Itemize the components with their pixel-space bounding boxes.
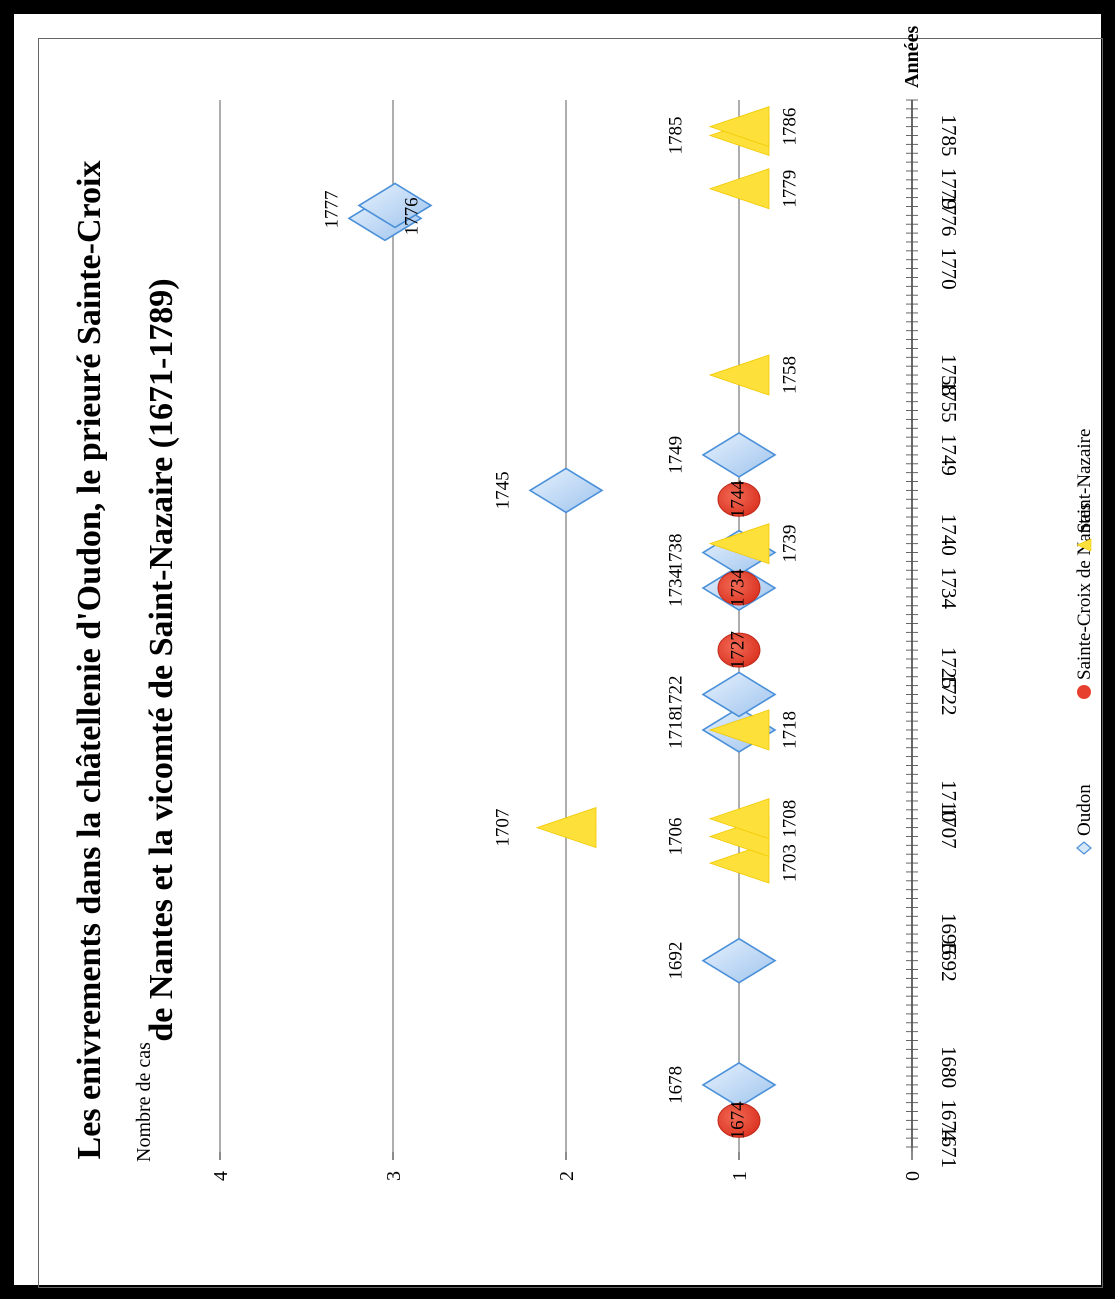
y-tick-label-1: 1 — [729, 1171, 751, 1181]
x-tick-label-1692: 1692 — [937, 940, 961, 982]
gridlines — [219, 100, 913, 1160]
data-label-1779: 1779 — [779, 170, 800, 208]
data-label-1706: 1706 — [665, 817, 686, 855]
x-tick-label-1710: 1710 — [937, 780, 961, 822]
data-label-1734: 1734 — [727, 569, 748, 608]
data-label-1739: 1739 — [779, 525, 800, 563]
data-label-1674: 1674 — [727, 1101, 748, 1140]
x-axis-title: Années — [901, 26, 923, 88]
x-tick-label-1785: 1785 — [937, 114, 961, 156]
data-label-1777: 1777 — [321, 190, 342, 228]
y-axis-title: Nombre de cas — [133, 1042, 155, 1162]
x-tick-label-1674: 1674 — [937, 1099, 961, 1142]
point-circle-1674 — [717, 1102, 761, 1138]
point-diamond-1722 — [701, 671, 777, 718]
x-tick-label-1680: 1680 — [937, 1046, 961, 1088]
point-triangle-1779 — [708, 168, 770, 210]
y-tick-label-3: 3 — [383, 1171, 405, 1181]
point-circle-1744 — [717, 481, 761, 517]
x-tick-label-1779: 1779 — [937, 168, 961, 210]
y-tick-label-4: 4 — [210, 1171, 232, 1181]
point-triangle-1786 — [708, 106, 770, 148]
y-tick-label-0: 0 — [902, 1171, 924, 1181]
point-triangle-1718 — [708, 709, 770, 751]
point-triangle-1739 — [708, 523, 770, 565]
data-label-1722: 1722 — [665, 675, 686, 713]
data-labels: 1678169217181722173417381745174917761777… — [321, 108, 800, 1140]
data-label-1678: 1678 — [665, 1066, 686, 1104]
x-tick-label-1707: 1707 — [937, 807, 961, 849]
point-diamond-1678 — [701, 1061, 777, 1108]
data-label-1786: 1786 — [779, 108, 800, 146]
point-diamond-1745 — [528, 467, 604, 514]
data-label-1758: 1758 — [779, 356, 800, 394]
x-tick-label-1755: 1755 — [937, 381, 961, 423]
data-label-1718: 1718 — [779, 711, 800, 749]
legend-marker-sainte-croix — [1077, 685, 1091, 699]
data-label-1703: 1703 — [779, 844, 800, 882]
x-tick-label-1734: 1734 — [937, 567, 961, 610]
x-tick-label-1770: 1770 — [937, 248, 961, 290]
chart-title-line2: de Nantes et la vicomté de Saint-Nazaire… — [143, 278, 180, 1041]
x-tick-label-1695: 1695 — [937, 913, 961, 955]
point-circle-1727 — [717, 632, 761, 668]
y-tick-labels: 0 1 2 3 4 — [210, 1171, 924, 1181]
x-tick-label-1722: 1722 — [937, 673, 961, 715]
data-label-1734: 1734 — [665, 569, 686, 608]
data-label-1744: 1744 — [727, 480, 748, 519]
data-marks — [347, 106, 777, 1138]
point-triangle-1758 — [708, 354, 770, 396]
data-label-1718: 1718 — [665, 711, 686, 749]
legend-label-0: Oudon — [1074, 784, 1095, 836]
data-label-1749: 1749 — [665, 436, 686, 474]
point-diamond-1777 — [357, 182, 433, 229]
x-axis — [906, 99, 918, 1148]
x-tick-label-1749: 1749 — [937, 434, 961, 476]
inner-frame — [38, 38, 1103, 1288]
point-diamond-1692 — [701, 937, 777, 984]
legend-marker-saint-nazaire — [1076, 538, 1092, 552]
data-label-1727: 1727 — [727, 631, 748, 669]
data-label-1707: 1707 — [492, 809, 513, 847]
data-label-1776: 1776 — [401, 197, 422, 235]
y-tick-label-2: 2 — [556, 1171, 578, 1181]
data-label-1745: 1745 — [492, 471, 513, 509]
x-tick-label-1776: 1776 — [937, 194, 961, 236]
point-triangle-1707 — [535, 807, 597, 849]
point-triangle-1708 — [708, 798, 770, 840]
point-triangle-1703 — [708, 842, 770, 884]
point-diamond-1749 — [701, 431, 777, 478]
data-label-1738: 1738 — [665, 534, 686, 572]
x-tick-label-1725: 1725 — [937, 647, 961, 689]
x-tick-label-1740: 1740 — [937, 514, 961, 556]
chart-title-line1: Les enivrements dans la châtellenie d'Ou… — [71, 161, 108, 1160]
x-tick-label-1758: 1758 — [937, 354, 961, 396]
data-label-1708: 1708 — [779, 800, 800, 838]
data-label-1785: 1785 — [665, 116, 686, 154]
legend-label-2: Saint-Nazaire — [1074, 429, 1095, 533]
x-tick-label-1671: 1671 — [937, 1126, 961, 1168]
point-circle-1734 — [717, 570, 761, 606]
data-label-1692: 1692 — [665, 942, 686, 980]
legend-marker-oudon — [1076, 841, 1092, 855]
